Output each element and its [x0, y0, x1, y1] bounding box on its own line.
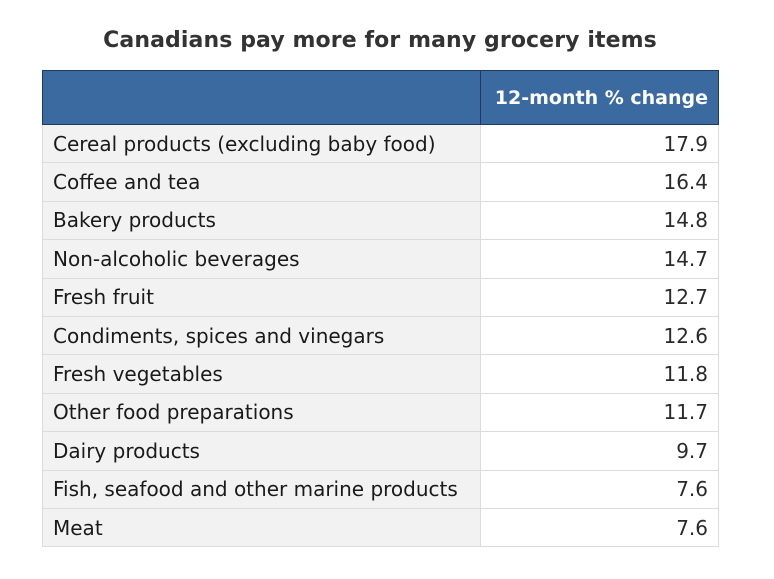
- row-value: 11.8: [480, 354, 719, 394]
- row-label: Fish, seafood and other marine products: [42, 469, 481, 509]
- row-label: Fresh vegetables: [42, 354, 481, 394]
- row-label: Dairy products: [42, 431, 481, 471]
- data-table: 12-month % change Cereal products (exclu…: [42, 70, 719, 548]
- row-label: Other food preparations: [42, 392, 481, 433]
- chart-title: Canadians pay more for many grocery item…: [103, 28, 657, 53]
- row-label: Non-alcoholic beverages: [42, 239, 481, 279]
- table-row: Cereal products (excluding baby food) 17.…: [42, 123, 719, 164]
- table-row: Fresh fruit 12.7: [42, 277, 719, 317]
- row-label: Bakery products: [42, 200, 481, 241]
- table-row: Fresh vegetables 11.8: [42, 354, 719, 394]
- row-label: Coffee and tea: [42, 162, 481, 202]
- row-value: 7.6: [480, 507, 719, 548]
- row-value: 14.7: [480, 239, 719, 279]
- row-value: 16.4: [480, 162, 719, 202]
- table-row: Non-alcoholic beverages 14.7: [42, 239, 719, 279]
- table-row: Coffee and tea 16.4: [42, 162, 719, 202]
- row-value: 17.9: [480, 123, 719, 164]
- row-value: 12.6: [480, 315, 719, 356]
- table-row: Dairy products 9.7: [42, 431, 719, 471]
- column-header-change: 12-month % change: [480, 70, 719, 125]
- row-value: 7.6: [480, 469, 719, 509]
- table-row: Other food preparations 11.7: [42, 392, 719, 433]
- table-row: Meat 7.6: [42, 507, 719, 548]
- table-body: Cereal products (excluding baby food) 17.…: [42, 123, 719, 548]
- column-header-item: [42, 70, 481, 125]
- table-row: Bakery products 14.8: [42, 200, 719, 241]
- header-row: 12-month % change: [42, 70, 719, 125]
- row-value: 11.7: [480, 392, 719, 433]
- row-value: 12.7: [480, 277, 719, 317]
- row-label: Meat: [42, 507, 481, 548]
- row-label: Cereal products (excluding baby food): [42, 123, 481, 164]
- row-value: 9.7: [480, 431, 719, 471]
- table-row: Fish, seafood and other marine products 7…: [42, 469, 719, 509]
- row-value: 14.8: [480, 200, 719, 241]
- row-label: Condiments, spices and vinegars: [42, 315, 481, 356]
- row-label: Fresh fruit: [42, 277, 481, 317]
- table-row: Condiments, spices and vinegars 12.6: [42, 315, 719, 356]
